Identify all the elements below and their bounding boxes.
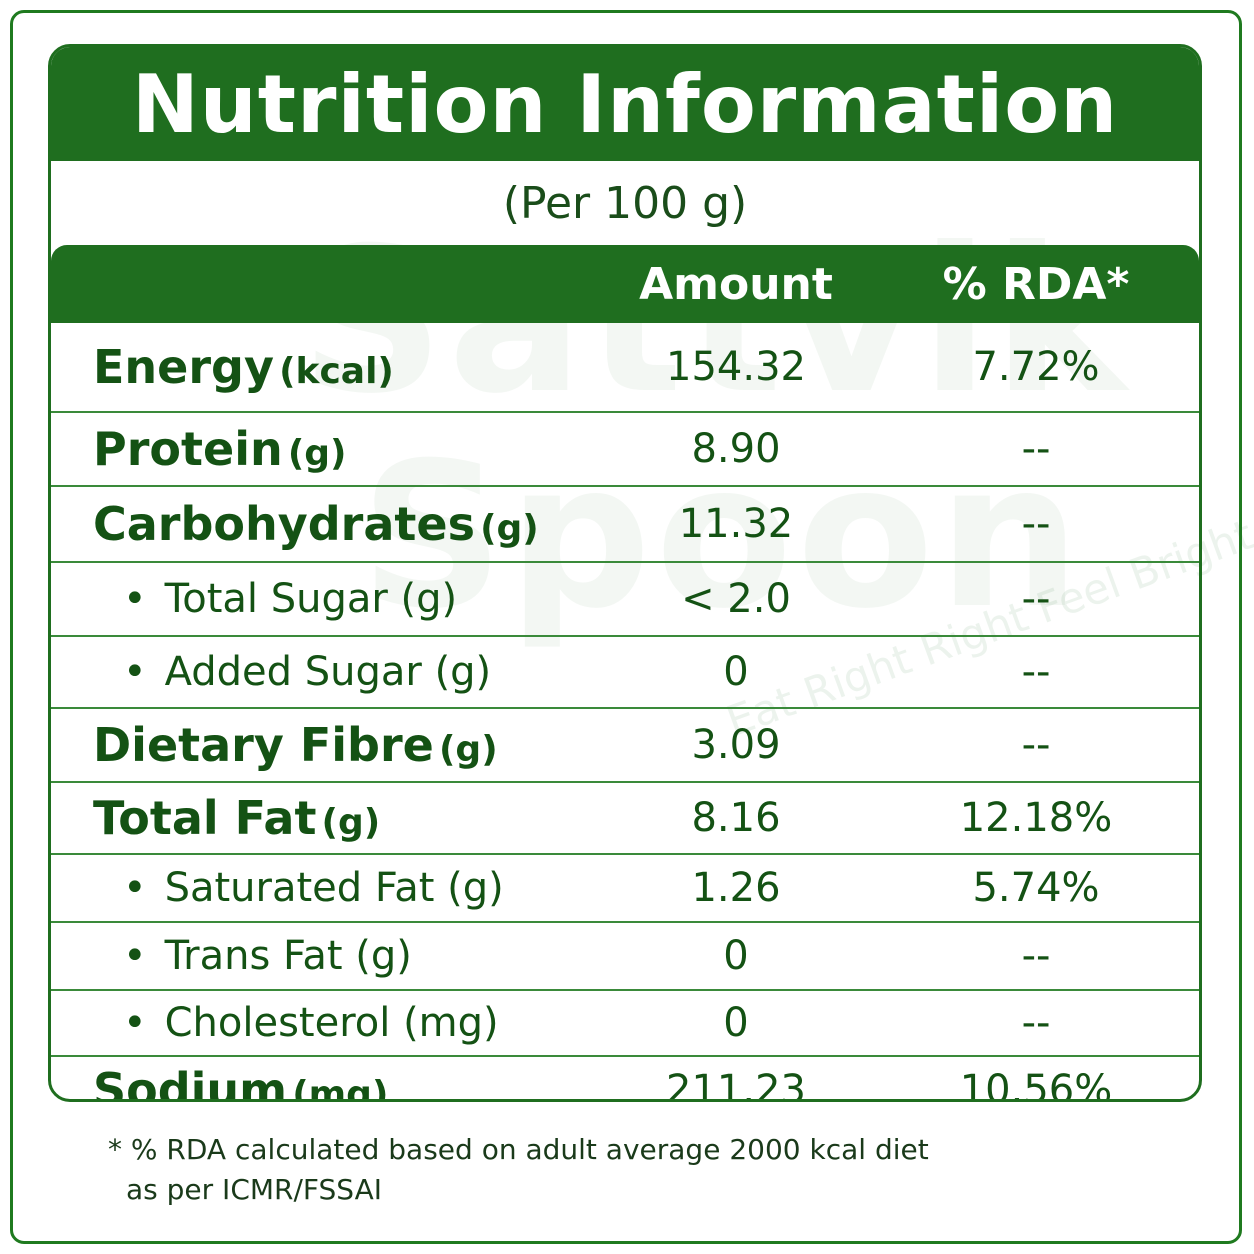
amount-value: 0: [723, 649, 749, 695]
amount-value: 3.09: [691, 722, 781, 768]
nutrient-name: Energy: [93, 340, 274, 394]
table-row: Sodium (mg) 211.23 10.56%: [51, 1057, 1199, 1102]
bullet-icon: •: [123, 649, 147, 695]
footnote: * % RDA calculated based on adult averag…: [108, 1130, 929, 1210]
bullet-icon: •: [123, 933, 147, 979]
table-row: Energy (kcal) 154.32 7.72%: [51, 323, 1199, 413]
nutrient-name: Dietary Fibre: [93, 718, 434, 772]
rda-value: --: [1021, 501, 1051, 547]
nutrient-unit: (g): [321, 802, 381, 843]
table-row: Carbohydrates (g) 11.32 --: [51, 487, 1199, 563]
bullet-icon: •: [123, 1000, 147, 1046]
amount-value: 11.32: [678, 501, 794, 547]
amount-value: 0: [723, 933, 749, 979]
footnote-line1: * % RDA calculated based on adult averag…: [108, 1133, 929, 1166]
rda-value: 10.56%: [959, 1067, 1113, 1102]
nutrient-label: Dietary Fibre (g): [51, 718, 591, 772]
nutrient-name: Protein: [93, 422, 283, 476]
rda-value: 5.74%: [972, 865, 1100, 911]
table-row: • Cholesterol (mg) 0 --: [51, 991, 1199, 1057]
serving-size: (Per 100 g): [502, 177, 748, 229]
table-header: Amount % RDA*: [51, 245, 1199, 323]
title-bar: Nutrition Information: [51, 47, 1199, 161]
rda-value: 12.18%: [959, 795, 1113, 841]
nutrient-label: Protein (g): [51, 422, 591, 476]
table-row: Dietary Fibre (g) 3.09 --: [51, 709, 1199, 783]
page-title: Nutrition Information: [131, 57, 1119, 151]
nutrient-label: • Trans Fat (g): [51, 933, 591, 979]
nutrient-name: Trans Fat: [164, 933, 343, 979]
rda-value: 7.72%: [972, 344, 1100, 390]
amount-value: 8.16: [691, 795, 781, 841]
table-row: • Saturated Fat (g) 1.26 5.74%: [51, 855, 1199, 923]
rda-value: --: [1021, 1000, 1051, 1046]
amount-value: 211.23: [666, 1067, 806, 1102]
rda-value: --: [1021, 722, 1051, 768]
table-row: Total Fat (g) 8.16 12.18%: [51, 783, 1199, 855]
nutrient-label: Sodium (mg): [51, 1063, 591, 1102]
nutrient-unit: (g): [287, 433, 347, 474]
table-row: • Trans Fat (g) 0 --: [51, 923, 1199, 991]
nutrient-label: • Saturated Fat (g): [51, 865, 591, 911]
rda-value: --: [1021, 649, 1051, 695]
table-row: • Total Sugar (g) < 2.0 --: [51, 563, 1199, 637]
amount-value: < 2.0: [681, 576, 791, 622]
nutrition-card: Nutrition Information (Per 100 g) Amount…: [48, 44, 1202, 1102]
nutrient-label: Energy (kcal): [51, 340, 591, 394]
nutrient-label: • Cholesterol (mg): [51, 1000, 591, 1046]
nutrient-unit: (g): [434, 649, 492, 695]
footnote-line2: as per ICMR/FSSAI: [126, 1173, 383, 1206]
amount-value: 0: [723, 1000, 749, 1046]
nutrient-label: • Total Sugar (g): [51, 576, 591, 622]
nutrient-name: Sodium: [93, 1063, 288, 1102]
rda-value: --: [1021, 576, 1051, 622]
nutrient-unit: (g): [480, 508, 539, 549]
nutrition-table-body: Energy (kcal) 154.32 7.72% Protein (g) 8.90 -…: [51, 323, 1199, 1102]
nutrient-name: Cholesterol: [164, 1000, 391, 1046]
nutrient-unit: (mg): [403, 1000, 499, 1046]
nutrient-unit: (g): [447, 865, 504, 911]
header-rda: % RDA*: [942, 258, 1130, 310]
nutrient-unit: (kcal): [279, 351, 394, 392]
nutrient-label: Carbohydrates (g): [51, 497, 591, 551]
nutrient-label: Total Fat (g): [51, 791, 591, 845]
amount-value: 154.32: [666, 344, 806, 390]
nutrient-unit: (mg): [292, 1074, 389, 1102]
nutrient-unit: (g): [355, 933, 412, 979]
nutrient-label: • Added Sugar (g): [51, 649, 591, 695]
table-row: • Added Sugar (g) 0 --: [51, 637, 1199, 709]
table-row: Protein (g) 8.90 --: [51, 413, 1199, 487]
nutrient-name: Total Sugar: [164, 576, 388, 622]
nutrient-name: Carbohydrates: [93, 497, 475, 551]
nutrient-unit: (g): [438, 729, 498, 770]
nutrient-unit: (g): [400, 576, 458, 622]
outer-border: [10, 10, 1242, 1244]
nutrient-name: Total Fat: [93, 791, 317, 845]
nutrient-name: Saturated Fat: [164, 865, 435, 911]
bullet-icon: •: [123, 576, 147, 622]
rda-value: --: [1021, 426, 1051, 472]
header-amount: Amount: [639, 258, 833, 310]
nutrient-name: Added Sugar: [164, 649, 422, 695]
amount-value: 1.26: [691, 865, 781, 911]
amount-value: 8.90: [691, 426, 781, 472]
rda-value: --: [1021, 933, 1051, 979]
bullet-icon: •: [123, 865, 147, 911]
